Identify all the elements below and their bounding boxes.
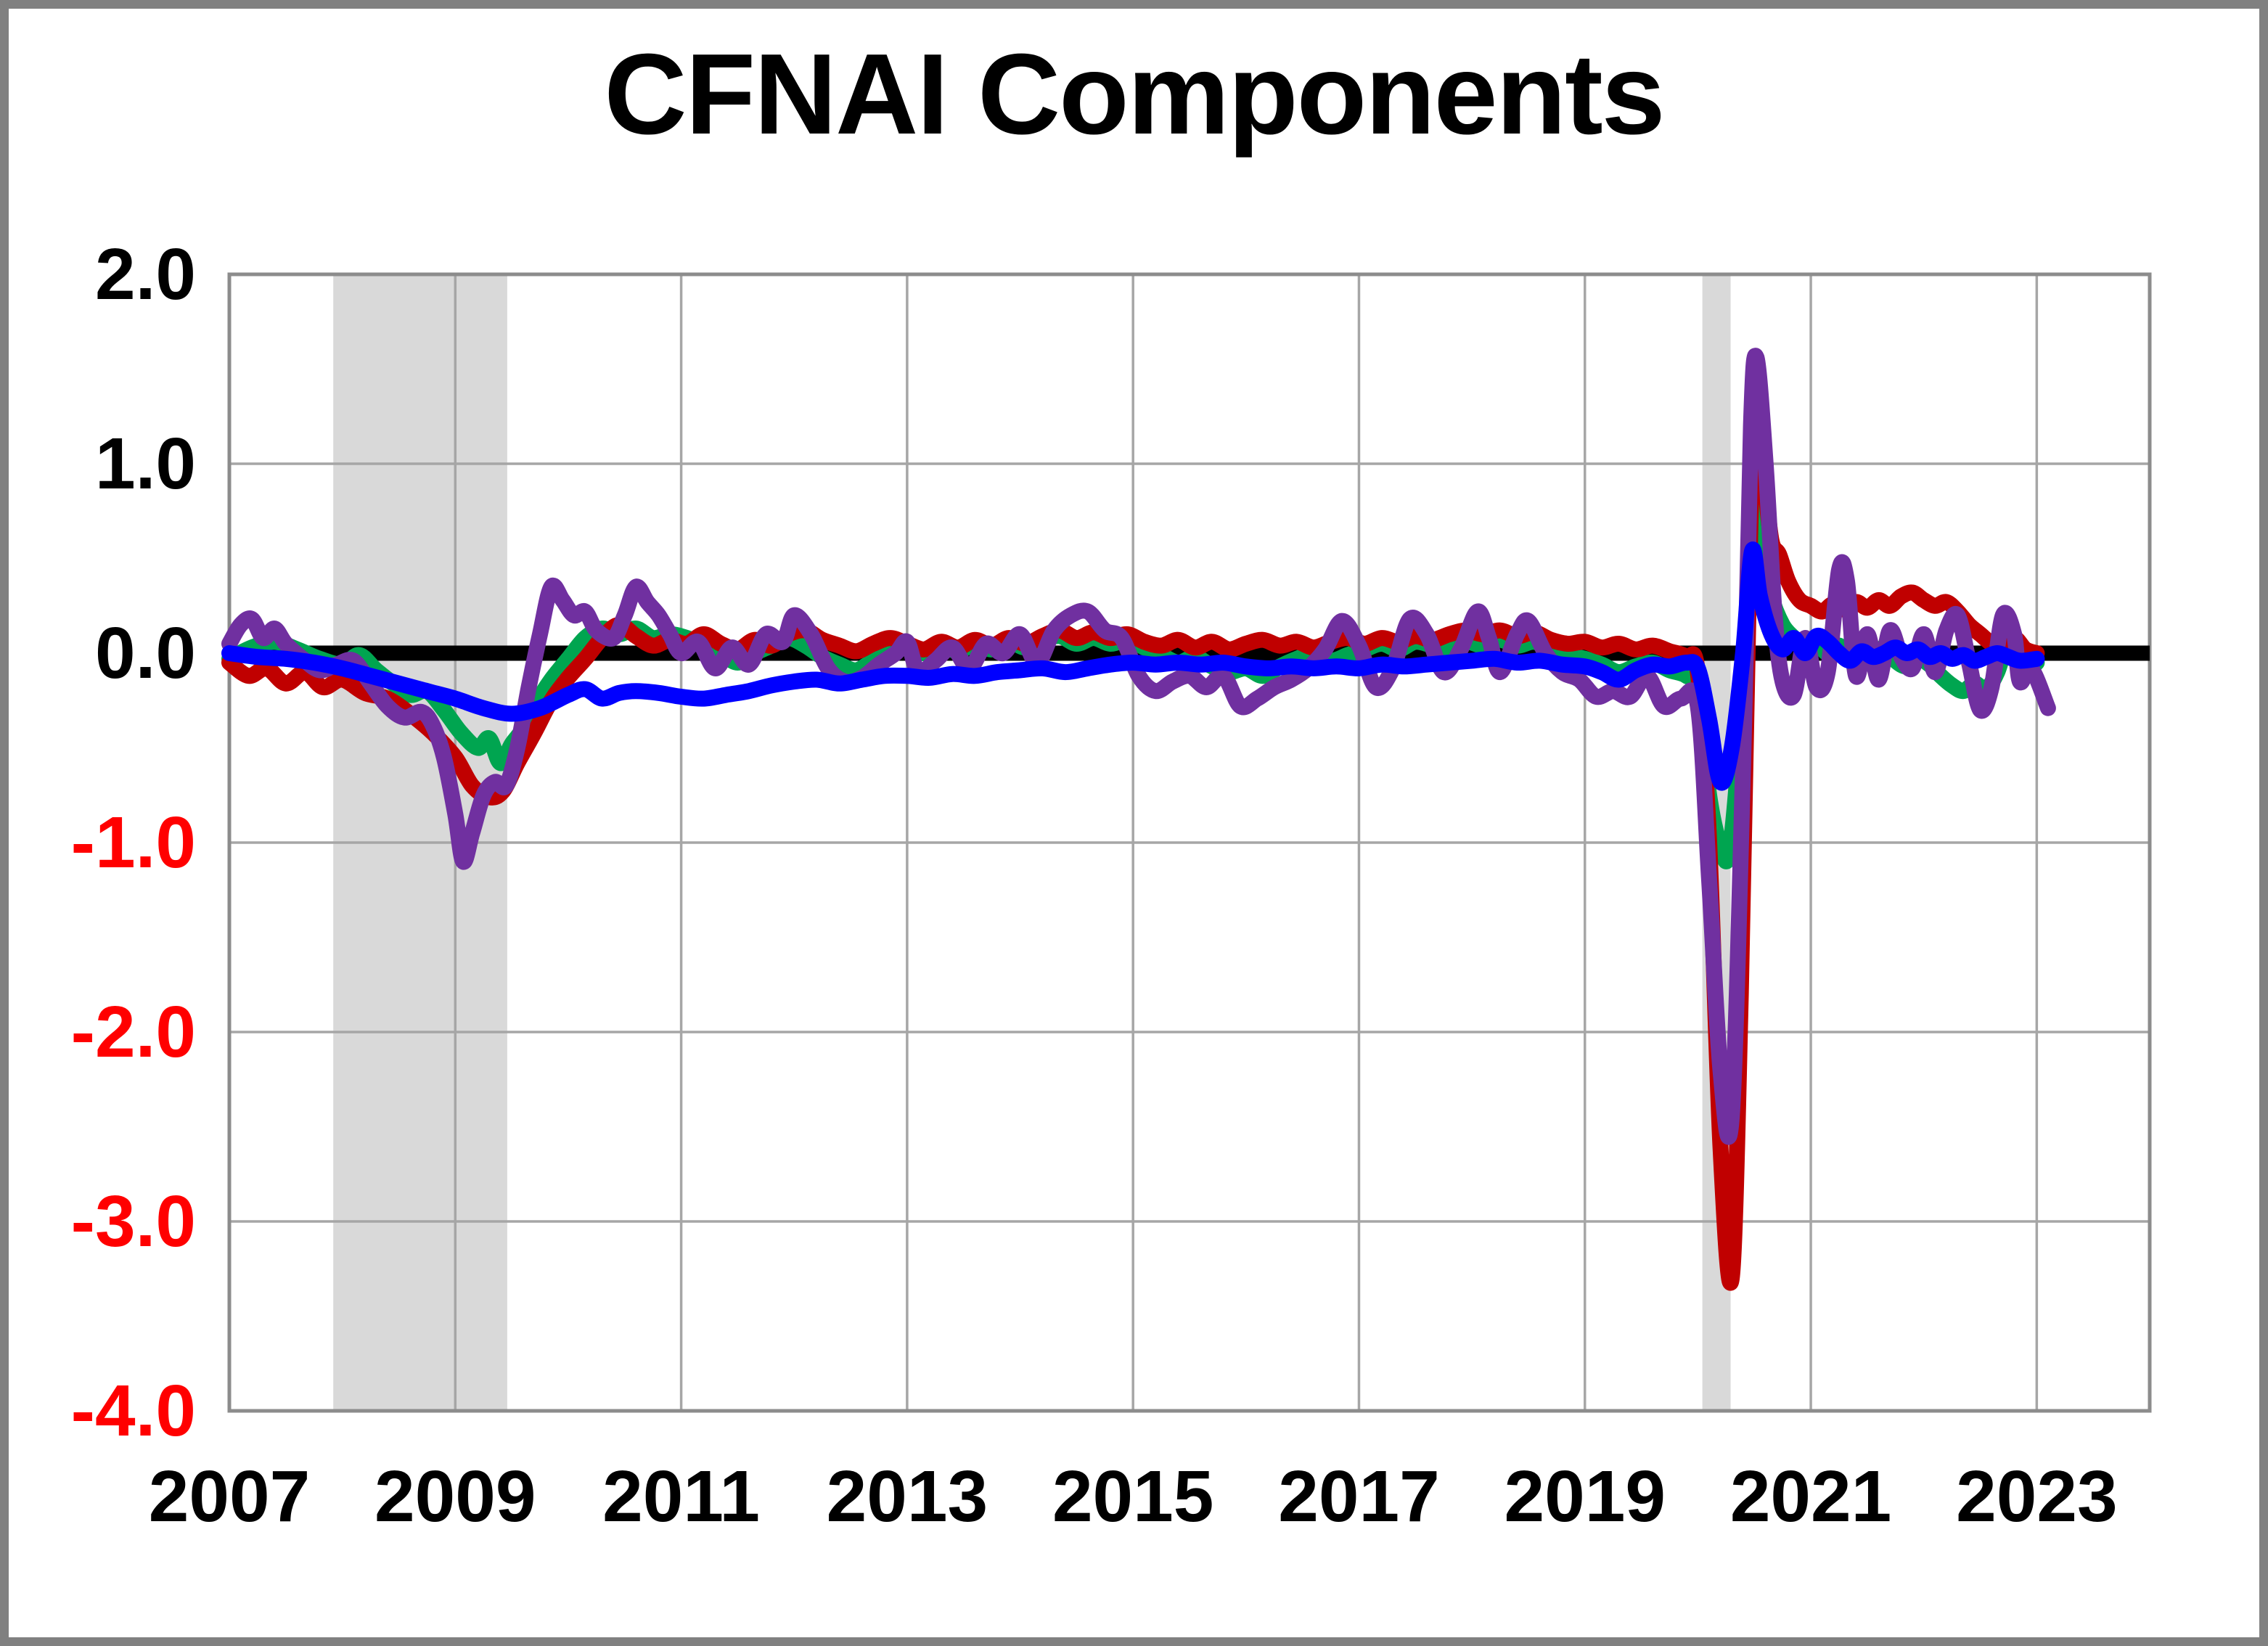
y-axis-label: -1.0 <box>70 802 196 883</box>
x-axis-label: 2019 <box>1504 1456 1666 1537</box>
x-axis-label: 2009 <box>374 1456 536 1537</box>
y-axis-label: -4.0 <box>70 1370 196 1451</box>
x-axis-label: 2023 <box>1956 1456 2118 1537</box>
x-axis-label: 2021 <box>1729 1456 1892 1537</box>
y-axis-label: 0.0 <box>94 613 196 694</box>
series-line-blue <box>221 541 2045 791</box>
y-axis-label: 2.0 <box>94 234 196 315</box>
chart-plot <box>221 272 2152 1413</box>
x-axis-label: 2013 <box>826 1456 988 1537</box>
x-axis-label: 2015 <box>1052 1456 1214 1537</box>
x-axis-label: 2011 <box>602 1456 761 1537</box>
y-axis-label: -2.0 <box>70 991 196 1073</box>
y-axis-label: 1.0 <box>94 423 196 504</box>
plot-border <box>227 272 2152 1413</box>
x-axis-label: 2017 <box>1278 1456 1440 1537</box>
x-axis-label: 2007 <box>148 1456 311 1537</box>
chart-title: CFNAI Components <box>604 30 1665 158</box>
y-axis-label: -3.0 <box>70 1181 196 1262</box>
